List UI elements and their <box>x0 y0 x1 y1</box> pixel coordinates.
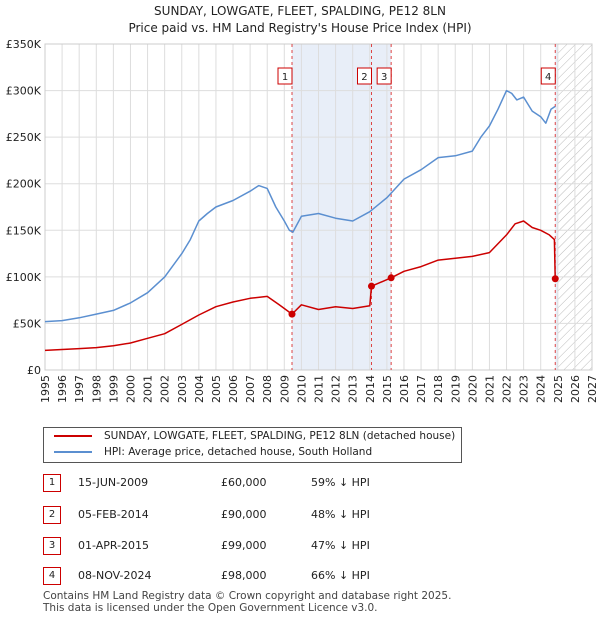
sale-marker-label: 3 <box>381 72 387 83</box>
y-tick-label: £200K <box>6 178 42 191</box>
sale-marker-box <box>540 67 556 85</box>
sale-number-badge: 2 <box>43 506 61 524</box>
sale-marker-box <box>376 67 392 85</box>
sale-marker-label: 1 <box>282 72 288 83</box>
x-tick-label: 2015 <box>381 375 394 403</box>
legend-swatch-price-paid <box>54 435 92 437</box>
x-tick-label: 2022 <box>501 375 514 403</box>
x-tick-label: 1998 <box>90 375 103 403</box>
sale-hpi-diff: 66% ↓ HPI <box>311 569 370 582</box>
sale-marker-label: 2 <box>361 72 367 83</box>
x-tick-label: 2000 <box>124 375 137 403</box>
footer-copyright: Contains HM Land Registry data © Crown c… <box>43 590 452 602</box>
x-tick-label: 2008 <box>261 375 274 403</box>
x-tick-label: 2009 <box>278 375 291 403</box>
sale-hpi-diff: 59% ↓ HPI <box>311 476 370 489</box>
y-tick-label: £350K <box>6 38 42 51</box>
sale-date: 15-JUN-2009 <box>78 476 149 489</box>
sale-hpi-diff: 47% ↓ HPI <box>311 539 370 552</box>
x-tick-label: 2026 <box>569 375 582 403</box>
x-tick-label: 2020 <box>466 375 479 403</box>
sale-date: 08-NOV-2024 <box>78 569 152 582</box>
x-tick-label: 2001 <box>142 375 155 403</box>
x-tick-label: 2014 <box>364 375 377 403</box>
plot-border <box>44 43 593 371</box>
legend-swatch-hpi <box>54 451 92 453</box>
price-paid-line <box>44 220 556 352</box>
x-tick-label: 2018 <box>432 375 445 403</box>
sale-price: £90,000 <box>221 508 267 521</box>
x-tick-label: 1996 <box>56 375 69 403</box>
sale-marker-box <box>277 67 293 85</box>
x-tick-label: 2017 <box>415 375 428 403</box>
sale-date: 05-FEB-2014 <box>78 508 149 521</box>
sale-hpi-diff: 48% ↓ HPI <box>311 508 370 521</box>
legend: SUNDAY, LOWGATE, FLEET, SPALDING, PE12 8… <box>43 427 462 463</box>
sale-date: 01-APR-2015 <box>78 539 150 552</box>
sale-point <box>367 282 375 290</box>
x-tick-label: 2025 <box>552 375 565 403</box>
x-tick-label: 1999 <box>107 375 120 403</box>
x-tick-label: 2002 <box>159 375 172 403</box>
x-tick-label: 2021 <box>483 375 496 403</box>
x-tick-label: 1997 <box>73 375 86 403</box>
y-tick-label: £250K <box>6 131 42 144</box>
legend-label-hpi: HPI: Average price, detached house, Sout… <box>104 446 373 458</box>
x-tick-label: 2023 <box>518 375 531 403</box>
sale-point <box>551 275 559 283</box>
y-tick-label: £0 <box>27 364 41 377</box>
x-tick-label: 2012 <box>330 375 343 403</box>
sale-marker-label: 4 <box>545 72 551 83</box>
price-chart: £0 £50K £100K £150K £200K £250K £300K £350K 1995… <box>6 38 599 403</box>
sale-point <box>288 310 296 318</box>
x-tick-label: 1995 <box>39 375 52 403</box>
x-tick-label: 2011 <box>313 375 326 403</box>
x-tick-label: 2016 <box>398 375 411 403</box>
x-tick-label: 2010 <box>295 375 308 403</box>
sale-number-badge: 3 <box>43 537 61 555</box>
y-tick-label: £50K <box>13 317 42 330</box>
sale-price: £60,000 <box>221 476 267 489</box>
x-tick-label: 2004 <box>193 375 206 403</box>
sale-point <box>387 274 395 282</box>
y-tick-label: £100K <box>6 271 42 284</box>
chart-subtitle: Price paid vs. HM Land Registry's House … <box>128 21 472 35</box>
sale-number-badge: 1 <box>43 474 61 492</box>
sale-marker-box <box>356 67 372 85</box>
sale-price: £98,000 <box>221 569 267 582</box>
legend-item-price-paid: SUNDAY, LOWGATE, FLEET, SPALDING, PE12 8… <box>54 428 455 444</box>
sale-price: £99,000 <box>221 539 267 552</box>
x-tick-label: 2006 <box>227 375 240 403</box>
footer-licence: This data is licensed under the Open Gov… <box>43 602 378 614</box>
chart-title: SUNDAY, LOWGATE, FLEET, SPALDING, PE12 8… <box>154 4 446 18</box>
y-tick-label: £150K <box>6 224 42 237</box>
legend-label-price-paid: SUNDAY, LOWGATE, FLEET, SPALDING, PE12 8… <box>104 430 456 442</box>
shaded-range <box>555 44 558 370</box>
legend-item-hpi: HPI: Average price, detached house, Sout… <box>54 444 372 460</box>
x-tick-label: 2027 <box>586 375 599 403</box>
x-tick-label: 2024 <box>535 375 548 403</box>
y-tick-label: £300K <box>6 85 42 98</box>
hpi-line <box>44 89 556 323</box>
x-tick-label: 2019 <box>449 375 462 403</box>
x-tick-label: 2007 <box>244 375 257 403</box>
x-tick-label: 2005 <box>210 375 223 403</box>
x-tick-label: 2013 <box>347 375 360 403</box>
x-tick-label: 2003 <box>176 375 189 403</box>
sale-number-badge: 4 <box>43 567 61 585</box>
